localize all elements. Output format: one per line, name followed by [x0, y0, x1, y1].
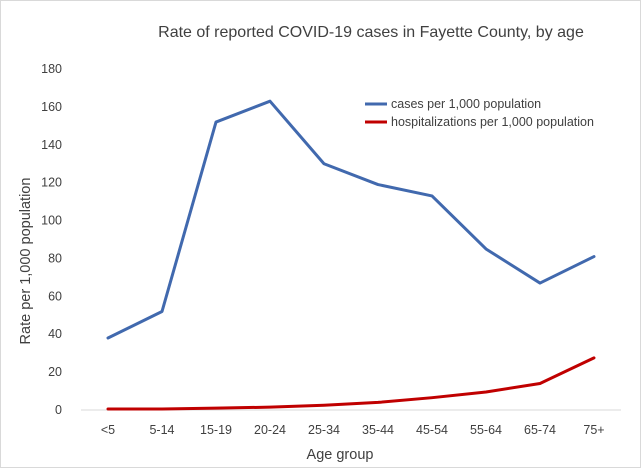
x-tick-label: 35-44: [362, 423, 394, 437]
x-tick-label: 25-34: [308, 423, 340, 437]
x-tick-label: 45-54: [416, 423, 448, 437]
series-line-1: [106, 356, 596, 411]
y-tick-label: 140: [41, 138, 62, 152]
x-tick-label: <5: [101, 423, 115, 437]
y-tick-label: 40: [48, 327, 62, 341]
y-axis-label: Rate per 1,000 population: [18, 178, 34, 345]
x-tick-label: 75+: [583, 423, 604, 437]
x-tick-label: 20-24: [254, 423, 286, 437]
chart-title: Rate of reported COVID-19 cases in Fayet…: [158, 24, 584, 41]
y-axis-ticks: 0 20 40 60 80 100 120 140 160 180: [41, 62, 62, 417]
x-tick-label: 5-14: [149, 423, 174, 437]
legend-label-cases: cases per 1,000 population: [391, 97, 541, 111]
y-tick-label: 180: [41, 62, 62, 76]
y-tick-label: 100: [41, 214, 62, 228]
series-lines: [106, 99, 596, 411]
legend: cases per 1,000 population hospitalizati…: [365, 97, 594, 129]
x-axis-label: Age group: [307, 447, 374, 463]
x-axis-ticks: <5 5-14 15-19 20-24 25-34 35-44 45-54 55-64 65-7…: [101, 423, 605, 437]
y-tick-label: 0: [55, 403, 62, 417]
y-tick-label: 80: [48, 251, 62, 265]
x-tick-label: 65-74: [524, 423, 556, 437]
x-tick-label: 15-19: [200, 423, 232, 437]
y-tick-label: 160: [41, 100, 62, 114]
x-tick-label: 55-64: [470, 423, 502, 437]
series-line-0: [106, 99, 596, 340]
y-tick-label: 60: [48, 289, 62, 303]
y-tick-label: 120: [41, 176, 62, 190]
y-tick-label: 20: [48, 365, 62, 379]
legend-label-hospitalizations: hospitalizations per 1,000 population: [391, 115, 594, 129]
